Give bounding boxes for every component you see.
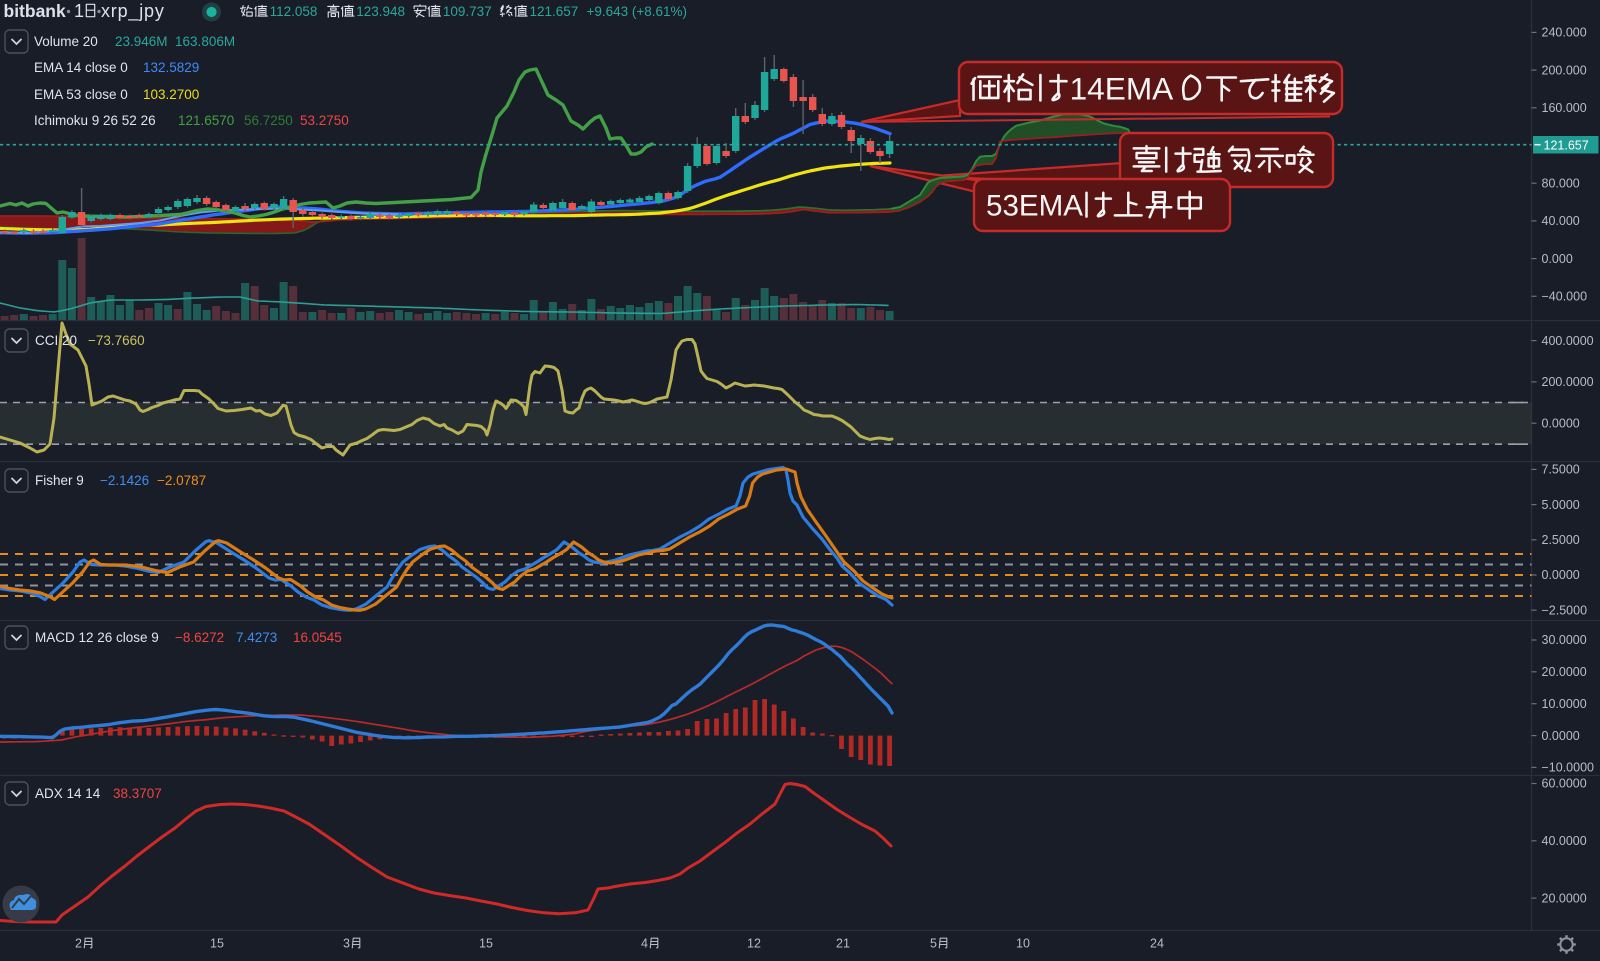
svg-text:400.0000: 400.0000 <box>1542 334 1594 348</box>
svg-text:−40.000: −40.000 <box>1542 290 1588 304</box>
svg-text:4: 4 <box>641 937 648 951</box>
svg-text:EMA 14 close 0: EMA 14 close 0 <box>34 60 128 75</box>
svg-text:5: 5 <box>930 937 937 951</box>
svg-text:20.0000: 20.0000 <box>1542 891 1587 905</box>
svg-text:132.5829: 132.5829 <box>143 60 199 75</box>
svg-text:−2.5000: −2.5000 <box>1542 603 1588 617</box>
svg-text:1: 1 <box>74 1 84 21</box>
svg-text:121.6570: 121.6570 <box>178 113 234 128</box>
svg-text:CCI 20: CCI 20 <box>35 333 77 348</box>
svg-text:−2.0787: −2.0787 <box>157 473 206 488</box>
svg-text:−73.7660: −73.7660 <box>88 333 145 348</box>
svg-text:20.0000: 20.0000 <box>1542 665 1587 679</box>
svg-text:7.4273: 7.4273 <box>236 630 277 645</box>
svg-text:MACD 12 26 close 9: MACD 12 26 close 9 <box>35 630 159 645</box>
svg-text:24: 24 <box>1150 937 1164 951</box>
svg-text:15: 15 <box>210 937 224 951</box>
svg-text:0.0000: 0.0000 <box>1542 729 1580 743</box>
svg-text:30.0000: 30.0000 <box>1542 633 1587 647</box>
svg-text:21: 21 <box>836 937 850 951</box>
svg-text:60.0000: 60.0000 <box>1542 777 1587 791</box>
svg-text:160.000: 160.000 <box>1542 101 1587 115</box>
svg-text:40.0000: 40.0000 <box>1542 834 1587 848</box>
svg-text:Volume 20: Volume 20 <box>34 34 98 49</box>
svg-text:121.657: 121.657 <box>1544 138 1589 152</box>
svg-text:23.946M 163.806M: 23.946M 163.806M <box>115 34 235 49</box>
svg-text:Ichimoku 9 26 52 26: Ichimoku 9 26 52 26 <box>34 113 156 128</box>
svg-text:38.3707: 38.3707 <box>113 786 162 801</box>
svg-text:240.000: 240.000 <box>1542 26 1587 40</box>
svg-text:200.000: 200.000 <box>1542 63 1587 77</box>
svg-text:10: 10 <box>1016 937 1030 951</box>
svg-text:bitbank: bitbank <box>4 1 66 21</box>
svg-text:14EMA: 14EMA <box>1070 70 1175 106</box>
svg-text:0.0000: 0.0000 <box>1542 416 1580 430</box>
svg-text:15: 15 <box>479 937 493 951</box>
svg-text:10.0000: 10.0000 <box>1542 697 1587 711</box>
svg-text:12: 12 <box>747 937 761 951</box>
svg-text:5.0000: 5.0000 <box>1542 498 1580 512</box>
svg-text:109.737: 109.737 <box>443 4 492 19</box>
svg-text:112.058: 112.058 <box>270 4 318 19</box>
svg-text:0.000: 0.000 <box>1542 252 1573 266</box>
svg-text:−2.1426: −2.1426 <box>100 473 149 488</box>
svg-text:40.000: 40.000 <box>1542 214 1580 228</box>
svg-text:2: 2 <box>75 937 82 951</box>
svg-text:3: 3 <box>343 937 350 951</box>
svg-text:Fisher 9: Fisher 9 <box>35 473 84 488</box>
svg-text:56.7250: 56.7250 <box>244 113 293 128</box>
svg-text:200.0000: 200.0000 <box>1542 375 1594 389</box>
svg-text:123.948: 123.948 <box>356 4 405 19</box>
svg-text:−8.6272: −8.6272 <box>175 630 224 645</box>
svg-text:121.657: 121.657 <box>530 4 579 19</box>
svg-text:−10.0000: −10.0000 <box>1542 761 1595 775</box>
svg-text:103.2700: 103.2700 <box>143 87 199 102</box>
svg-text:xrp_jpy: xrp_jpy <box>101 1 165 22</box>
svg-text:80.000: 80.000 <box>1542 176 1580 190</box>
svg-text:0.0000: 0.0000 <box>1542 568 1580 582</box>
svg-text:2.5000: 2.5000 <box>1542 533 1580 547</box>
svg-text:ADX 14 14: ADX 14 14 <box>35 786 101 801</box>
svg-text:16.0545: 16.0545 <box>293 630 342 645</box>
svg-text:EMA 53 close 0: EMA 53 close 0 <box>34 87 128 102</box>
svg-text:53.2750: 53.2750 <box>300 113 349 128</box>
svg-text:7.5000: 7.5000 <box>1542 463 1580 477</box>
svg-text:53EMA: 53EMA <box>986 190 1083 223</box>
svg-text:+9.643 (+8.61%): +9.643 (+8.61%) <box>586 4 687 19</box>
